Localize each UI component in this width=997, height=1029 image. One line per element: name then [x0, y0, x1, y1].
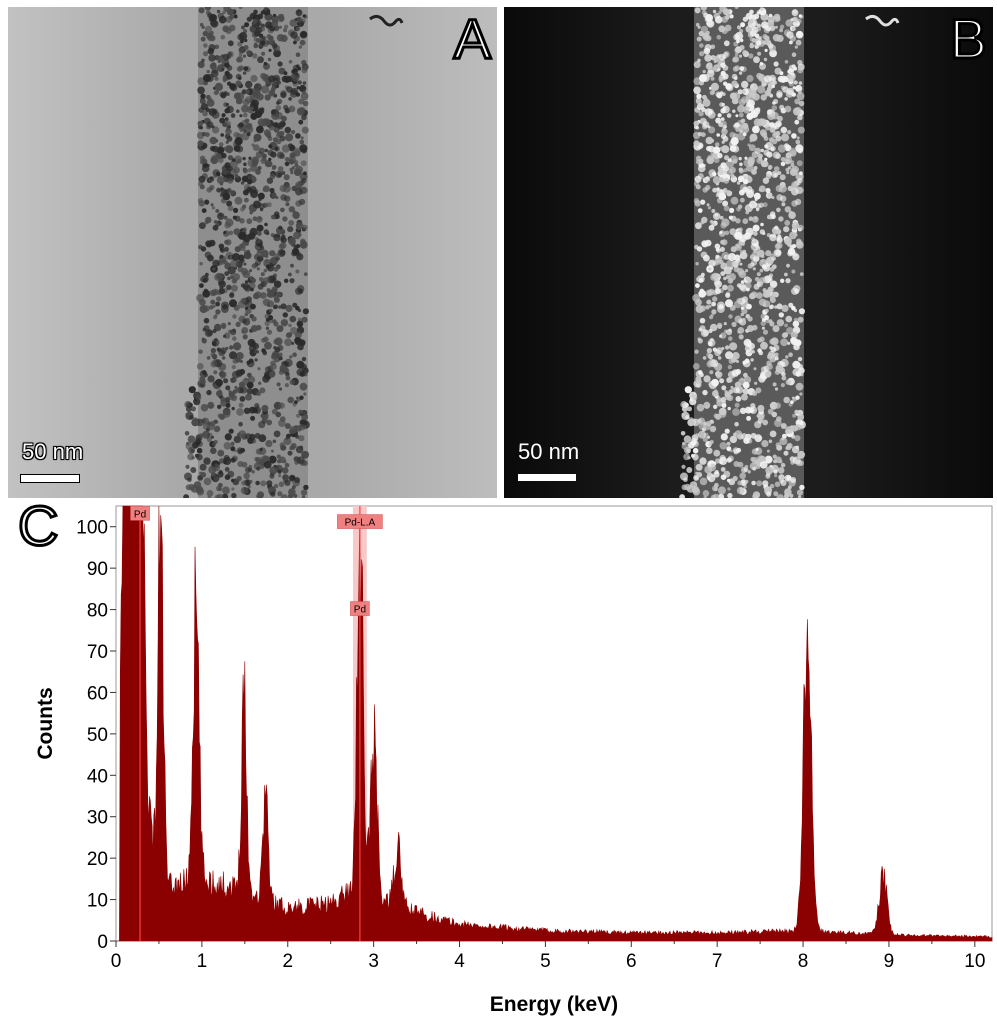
- x-tick-label: 6: [626, 951, 637, 972]
- panel-c-eds-spectrum: 0 1 2 3 4 5 6 7 8 9 10 0 10 20 30 40 50 60 70 80 90 100 Energy…: [0, 500, 997, 1024]
- annotation-box: [130, 505, 150, 521]
- annotation-label: Pd: [134, 509, 146, 520]
- panel-a-bright-field-image: A 50 nm: [8, 7, 497, 498]
- y-tick-label: 80: [87, 601, 108, 622]
- x-tick-label: 0: [111, 951, 122, 972]
- panel-a-texture: [8, 7, 497, 498]
- nanoparticles: [183, 7, 310, 498]
- panel-b-letter: B: [948, 7, 988, 70]
- y-axis-label: Counts: [34, 687, 57, 759]
- x-tick-label: 2: [282, 951, 293, 972]
- panel-b-scale-label: 50 nm: [518, 439, 580, 464]
- x-tick-label: 10: [964, 951, 985, 972]
- y-tick-label: 0: [97, 932, 108, 953]
- panel-a-scale-label: 50 nm: [22, 439, 84, 464]
- y-tick-label: 90: [87, 559, 108, 580]
- annotation-label: Pd: [354, 605, 366, 616]
- y-tick-label: 40: [87, 766, 108, 787]
- y-tick-label: 50: [87, 725, 108, 746]
- x-tick-label: 5: [540, 951, 551, 972]
- panel-a-scale-bar: [20, 474, 80, 483]
- annotation-label: Pd-L.A: [345, 518, 376, 529]
- y-tick-label: 30: [87, 808, 108, 829]
- debris: [369, 14, 404, 27]
- x-tick-label: 8: [798, 951, 809, 972]
- annotation-box: [337, 514, 383, 529]
- panel-c-letter: C: [16, 494, 59, 557]
- x-tick-label: 9: [884, 951, 895, 972]
- y-tick-label: 10: [87, 891, 108, 912]
- spectrum-series: [116, 505, 993, 942]
- debris: [865, 14, 900, 27]
- x-axis-label: Energy (keV): [490, 993, 618, 1016]
- x-tick-label: 4: [454, 951, 465, 972]
- y-tick-label: 100: [76, 518, 108, 539]
- x-tick-label: 1: [197, 951, 208, 972]
- annotation-box: [350, 601, 370, 616]
- y-tick-label: 20: [87, 849, 108, 870]
- panel-b-texture: [504, 7, 993, 498]
- spectrum-chart: 0 1 2 3 4 5 6 7 8 9 100102030405060708090100Energy…: [34, 505, 993, 1016]
- y-tick-label: 60: [87, 683, 108, 704]
- panel-a-letter: A: [452, 7, 492, 70]
- nanoparticles: [679, 7, 806, 498]
- panel-b-scale-bar: [518, 474, 576, 481]
- y-tick-label: 70: [87, 642, 108, 663]
- x-tick-label: 3: [368, 951, 379, 972]
- panel-b-dark-field-image: B 50 nm: [504, 7, 993, 498]
- x-tick-label: 7: [712, 951, 723, 972]
